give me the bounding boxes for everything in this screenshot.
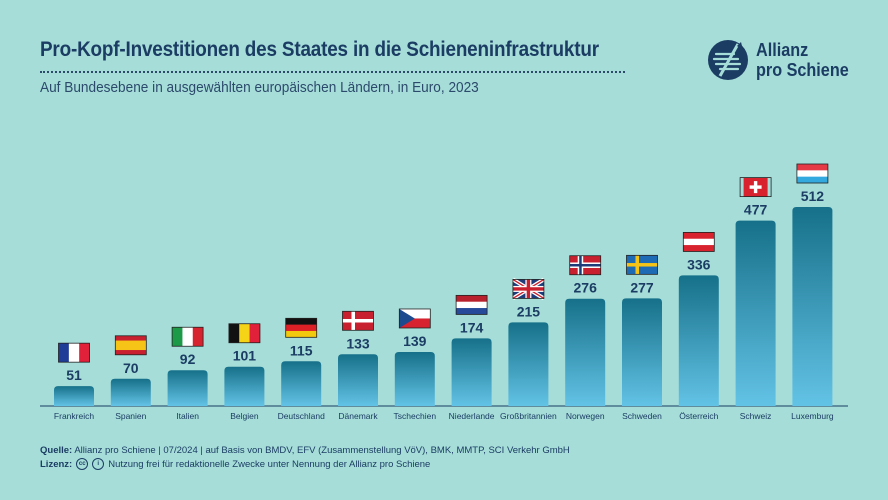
license-note: Lizenz: cc i Nutzung frei für redaktione… [40, 458, 430, 470]
bar-united-kingdom [508, 322, 549, 406]
bar-austria [678, 275, 719, 406]
data-label-germany: 115 [290, 342, 313, 358]
x-tick-label-sweden: Schweden [622, 411, 662, 421]
x-tick-label-germany: Deutschland [278, 411, 326, 421]
austria-flag-icon [682, 232, 715, 252]
logo-line-2: pro Schiene [756, 60, 849, 80]
bar-germany [281, 361, 322, 406]
data-label-norway: 276 [574, 280, 598, 296]
bar-chart: 51 Frankreich 70 Spanien 92 Italien 101 Belgien… [40, 163, 848, 421]
switzerland-flag-icon [739, 177, 772, 198]
netherlands-flag-icon [455, 294, 488, 315]
data-label-italy: 92 [180, 351, 196, 367]
source-note: Quelle: Allianz pro Schiene | 07/2024 | … [40, 445, 570, 456]
source-text: Allianz pro Schiene | 07/2024 | auf Basi… [74, 445, 570, 456]
bar-czechia [394, 351, 435, 406]
logo-text: Allianz pro Schiene [756, 40, 851, 80]
license-text: Nutzung frei für redaktionelle Zwecke un… [108, 458, 431, 470]
sweden-flag-icon [626, 254, 658, 275]
allianz-pro-schiene-logo: Allianz pro Schiene [706, 38, 856, 84]
x-tick-label-luxembourg: Luxemburg [791, 411, 834, 421]
allianz-pro-schiene-logo-icon [708, 40, 748, 80]
italy-flag-icon [171, 326, 204, 347]
bar-italy [167, 370, 208, 406]
x-tick-label-czechia: Tschechien [394, 411, 437, 421]
data-label-belgium: 101 [233, 348, 257, 364]
chart-title: Pro-Kopf-Investitionen des Staates in di… [40, 38, 599, 61]
data-label-czechia: 139 [403, 333, 427, 349]
bar-denmark [338, 354, 378, 406]
source-label: Quelle: [40, 445, 73, 456]
data-label-france: 51 [66, 367, 82, 383]
logo-line-1: Allianz [756, 40, 809, 60]
bar-france [54, 386, 94, 406]
norway-flag-icon [569, 255, 602, 276]
bar-norway [565, 298, 606, 406]
data-label-united-kingdom: 215 [517, 303, 541, 319]
luxembourg-flag-icon [796, 163, 829, 184]
creative-commons-icon: cc [76, 458, 89, 470]
bar-spain [110, 378, 151, 406]
title-divider [40, 71, 625, 73]
x-tick-label-spain: Spanien [115, 411, 146, 421]
bar-sweden [622, 298, 662, 406]
data-label-switzerland: 477 [744, 202, 768, 218]
data-label-spain: 70 [123, 360, 139, 376]
bar-luxembourg [792, 207, 833, 406]
x-tick-label-denmark: Dänemark [338, 411, 378, 421]
x-tick-label-france: Frankreich [54, 411, 94, 421]
belgium-flag-icon [228, 323, 261, 344]
data-label-austria: 336 [687, 256, 711, 272]
license-label: Lizenz: [40, 458, 73, 470]
x-tick-label-austria: Österreich [679, 411, 718, 421]
data-label-netherlands: 174 [460, 319, 484, 335]
x-tick-label-switzerland: Schweiz [740, 411, 772, 421]
x-tick-label-belgium: Belgien [230, 411, 259, 421]
x-tick-label-netherlands: Niederlande [449, 411, 495, 421]
bar-switzerland [735, 220, 776, 406]
france-flag-icon [58, 342, 90, 363]
chart-subtitle: Auf Bundesebene in ausgewählten europäis… [40, 80, 479, 96]
germany-flag-icon [285, 317, 318, 338]
data-label-sweden: 277 [630, 279, 654, 295]
x-tick-label-italy: Italien [176, 411, 199, 421]
czechia-flag-icon [398, 308, 431, 329]
data-label-luxembourg: 512 [801, 188, 825, 204]
denmark-flag-icon [342, 310, 374, 331]
x-tick-label-norway: Norwegen [566, 411, 605, 421]
x-tick-label-united-kingdom: Großbritannien [500, 411, 557, 421]
united-kingdom-flag-icon [511, 277, 545, 301]
data-label-denmark: 133 [346, 335, 370, 351]
attribution-icon: i [92, 458, 105, 470]
bar-netherlands [451, 338, 492, 406]
bar-belgium [224, 366, 265, 406]
spain-flag-icon [114, 335, 147, 356]
